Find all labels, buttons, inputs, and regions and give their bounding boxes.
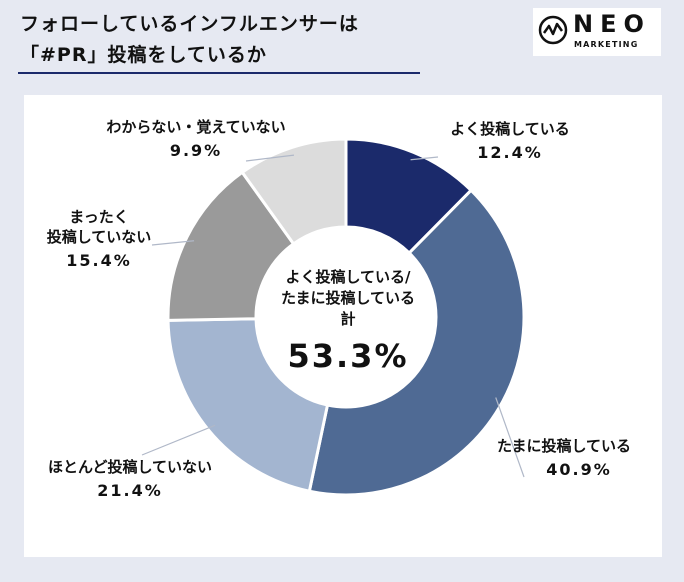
chart-panel: よく投稿している/ たまに投稿している 計 53.3% よく投稿している 12.… — [24, 95, 662, 557]
donut-slice-5 — [240, 137, 348, 246]
donut-chart — [141, 137, 526, 497]
logo-subtitle: MARKETING — [574, 40, 639, 49]
label-often-name: よく投稿している — [450, 120, 570, 138]
leader-line-5 — [245, 154, 295, 162]
leader-line-1 — [410, 156, 439, 161]
label-sometimes-name: たまに投稿している — [496, 437, 632, 455]
center-value: 53.3% — [287, 337, 409, 375]
label-often: よく投稿している 12.4% — [420, 119, 600, 163]
title-underline — [18, 72, 420, 74]
page-title-line-2: 「#PR」投稿をしているか — [20, 44, 267, 66]
leader-line-3 — [141, 424, 216, 456]
zigzag-circle-icon — [538, 15, 568, 45]
label-rarely-value: 21.4% — [97, 481, 163, 500]
label-unknown-value: 9.9% — [169, 141, 223, 160]
label-sometimes-value: 40.9% — [546, 460, 612, 479]
label-sometimes: たまに投稿している 40.9% — [474, 436, 654, 480]
center-line-3: 計 — [340, 310, 356, 328]
label-never-name-1: まったく — [69, 208, 129, 226]
label-rarely: ほとんど投稿していない 21.4% — [30, 457, 230, 501]
label-often-value: 12.4% — [477, 143, 543, 162]
donut-slice-2 — [307, 188, 526, 497]
neo-marketing-logo: NEO MARKETING — [533, 8, 661, 56]
label-unknown-name: わからない・覚えていない — [106, 118, 286, 136]
center-summary: よく投稿している/ たまに投稿している 計 53.3% — [258, 267, 438, 374]
label-rarely-name: ほとんど投稿していない — [47, 458, 213, 476]
label-never-name-2: 投稿していない — [46, 228, 152, 246]
label-never: まったく 投稿していない 15.4% — [34, 207, 164, 271]
label-never-value: 15.4% — [66, 251, 132, 270]
leader-line-4 — [151, 240, 195, 246]
center-line-1: よく投稿している/ — [285, 268, 411, 286]
page-title-line-1: フォローしているインフルエンサーは — [20, 13, 359, 35]
center-line-2: たまに投稿している — [280, 289, 416, 307]
donut-slice-3 — [166, 317, 330, 493]
logo-wordmark: NEO — [573, 10, 651, 38]
label-unknown: わからない・覚えていない 9.9% — [86, 117, 306, 161]
leader-line-2 — [495, 397, 525, 478]
